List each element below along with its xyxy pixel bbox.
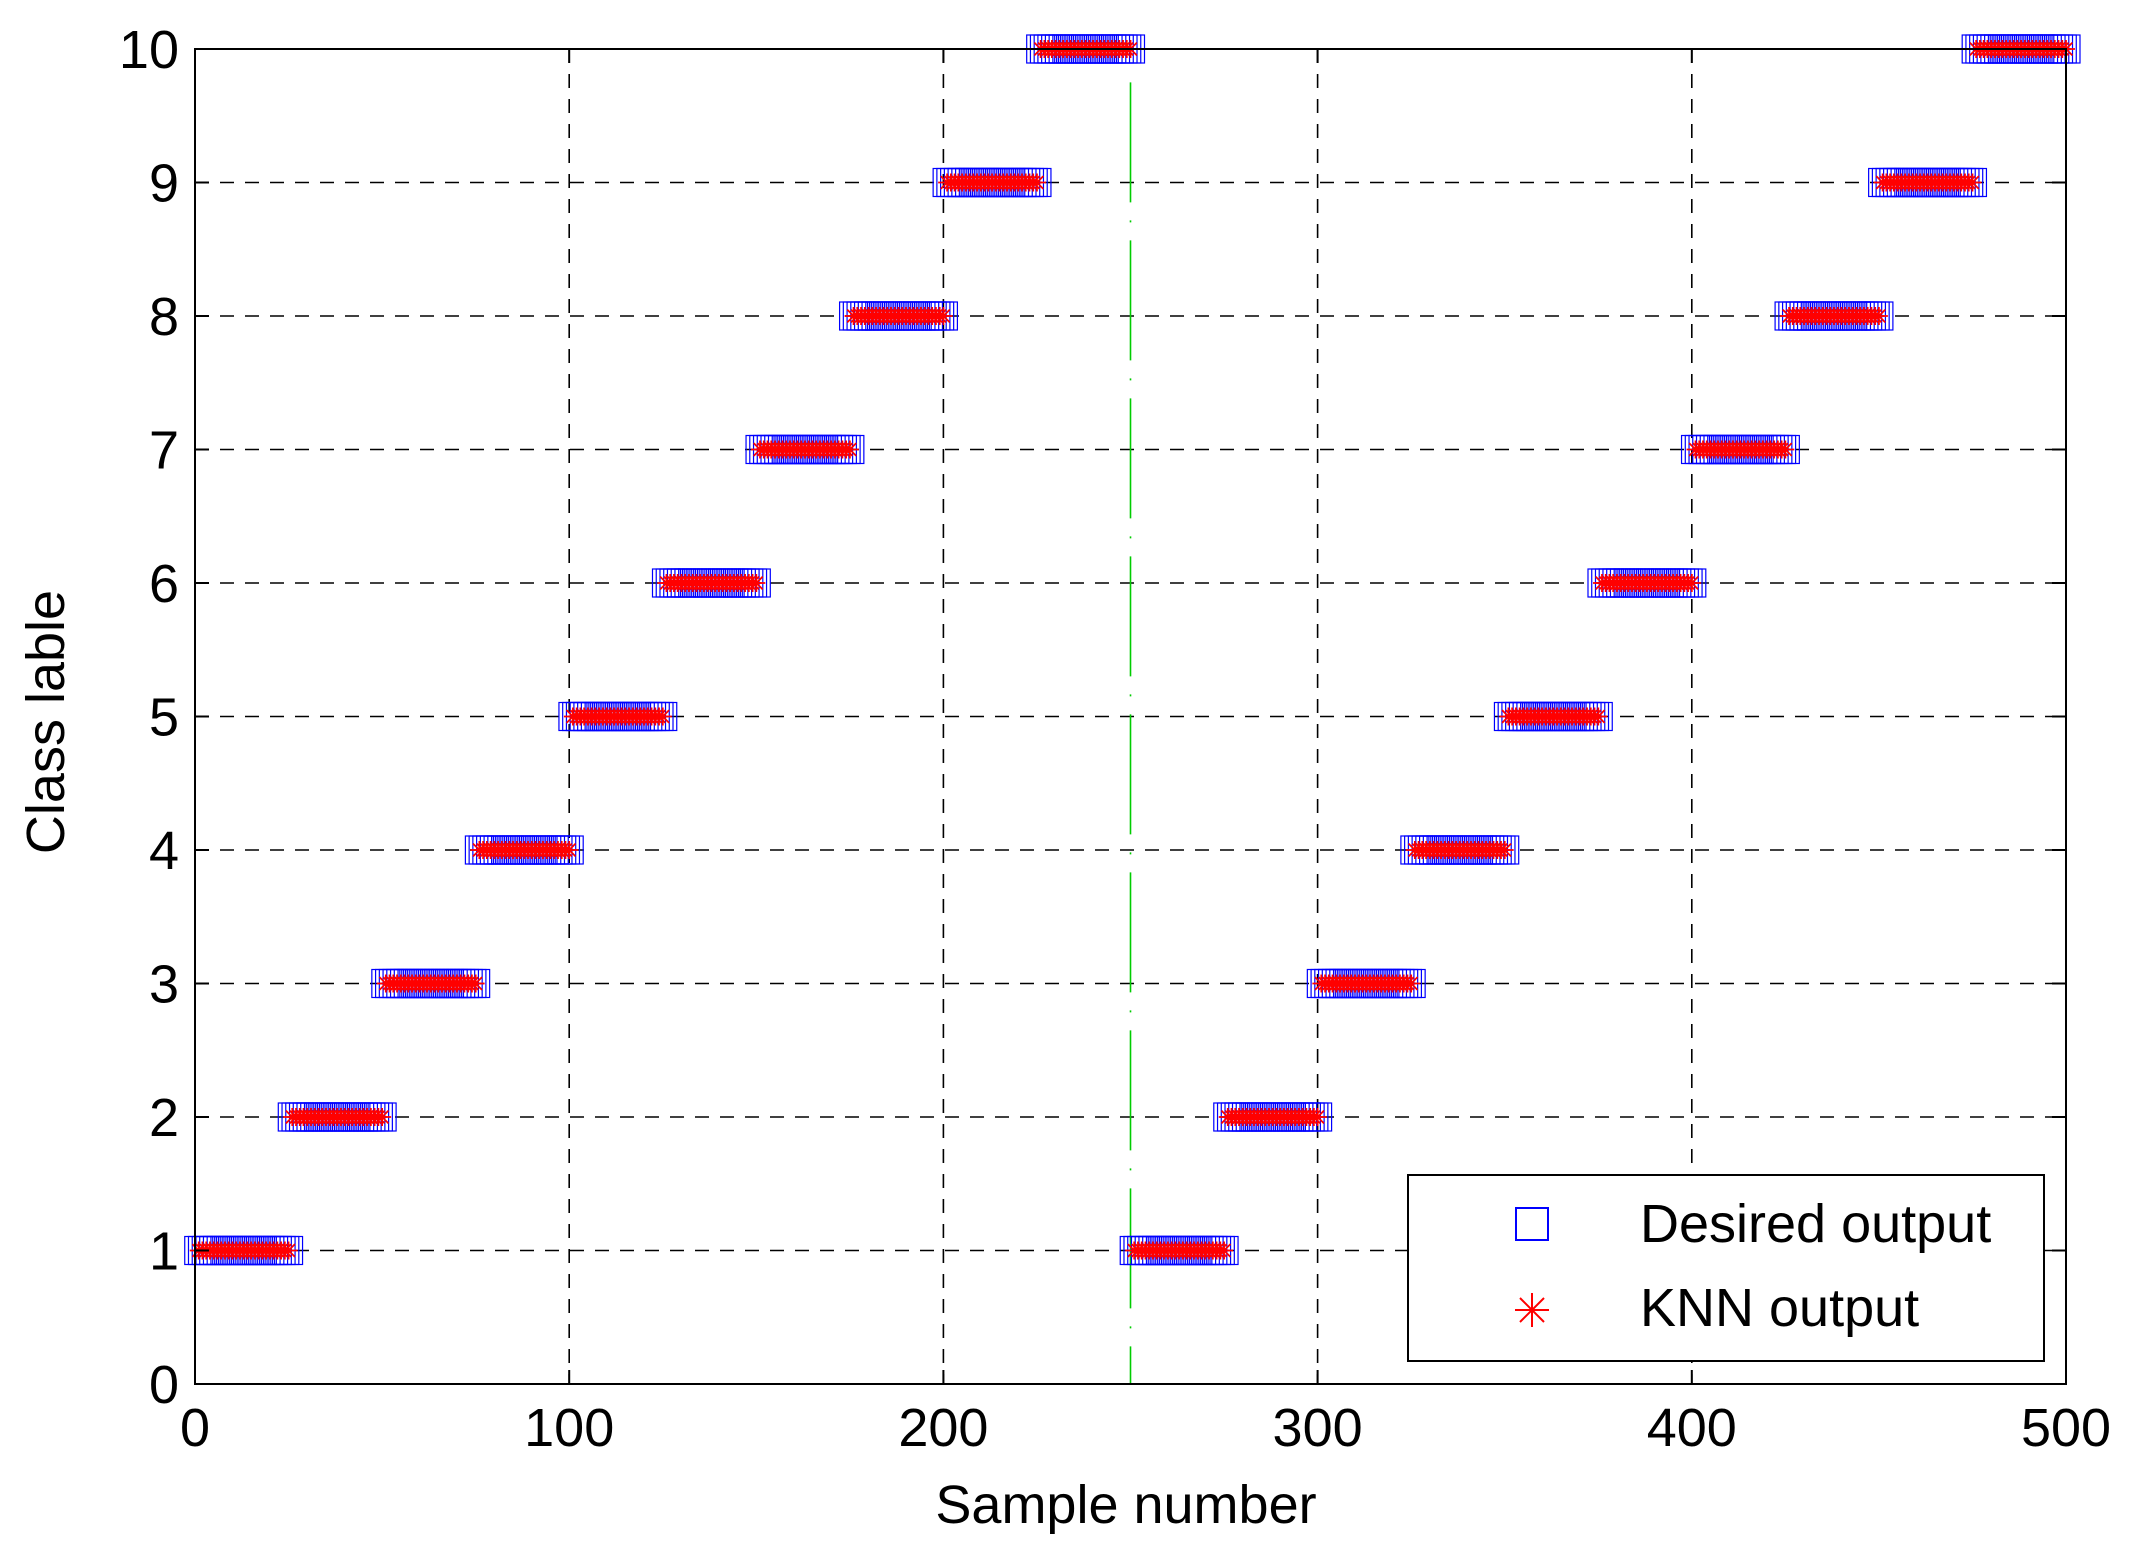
knn-output-point [1402, 974, 1421, 993]
legend-box [1407, 1174, 2045, 1362]
knn-output-point [1215, 1241, 1234, 1260]
knn-output-segment [1873, 173, 1982, 192]
knn-output-point [1682, 574, 1701, 592]
knn-output-point [1963, 173, 1982, 192]
y-tick-label: 7 [149, 421, 179, 481]
ticks-layer: 0 100 200 300 400 500 0 1 2 3 4 5 6 7 8 9 10 [119, 20, 2111, 1458]
x-tick-label: 200 [898, 1398, 988, 1458]
marks-layer [184, 34, 2081, 1266]
knn-output-segment [938, 173, 1046, 192]
knn-output-segment [1499, 707, 1608, 726]
knn-output-segment [751, 440, 859, 459]
x-tick-label: 100 [524, 1398, 614, 1458]
knn-output-point [1776, 440, 1795, 459]
knn-output-point [840, 440, 859, 459]
legend-marker-desired-output [1515, 1207, 1549, 1241]
knn-output-segment [563, 707, 672, 726]
knn-output-segment [283, 1108, 392, 1126]
knn-output-segment [1592, 574, 1701, 592]
knn-output-segment [1686, 440, 1795, 459]
y-tick-label: 9 [149, 154, 179, 214]
knn-output-segment [376, 974, 485, 993]
knn-output-segment [844, 307, 953, 325]
legend-label-knn-output: KNN output [1640, 1278, 1919, 1338]
asterisk-icon [1515, 1293, 1549, 1327]
y-tick-label: 5 [149, 688, 179, 748]
x-tick-label: 0 [180, 1398, 210, 1458]
knn-output-point [466, 974, 485, 993]
knn-output-segment [470, 841, 579, 859]
knn-output-point [653, 707, 672, 726]
knn-output-point [1589, 707, 1608, 726]
knn-output-point [373, 1108, 392, 1126]
legend-marker-knn-output [1515, 1293, 1549, 1327]
y-tick-label: 2 [149, 1088, 179, 1148]
y-tick-label: 10 [119, 20, 179, 80]
knn-output-point [1308, 1108, 1327, 1126]
y-tick-label: 8 [149, 287, 179, 347]
x-tick-label: 500 [2021, 1398, 2111, 1458]
knn-output-point [747, 574, 766, 592]
x-tick-label: 300 [1273, 1398, 1363, 1458]
y-tick-label: 1 [149, 1222, 179, 1282]
knn-output-point [934, 307, 953, 325]
knn-output-segment [1312, 974, 1421, 993]
knn-output-point [279, 1241, 298, 1260]
knn-output-segment [1218, 1108, 1327, 1126]
knn-output-segment [1405, 841, 1514, 859]
legend: Desired output KNN output [1407, 1174, 2045, 1362]
y-tick-label: 0 [149, 1355, 179, 1415]
y-tick-label: 3 [149, 955, 179, 1015]
legend-label-desired-output: Desired output [1640, 1194, 1991, 1254]
knn-output-segment [1125, 1241, 1234, 1260]
knn-output-point [1027, 173, 1046, 192]
knn-output-point [1495, 841, 1514, 859]
x-axis-title: Sample number [935, 1475, 1316, 1535]
knn-output-segment [1780, 307, 1888, 325]
y-tick-label: 6 [149, 554, 179, 614]
knn-output-point [1869, 307, 1888, 325]
x-tick-label: 400 [1647, 1398, 1737, 1458]
y-axis-title: Class lable [16, 590, 76, 854]
y-tick-label: 4 [149, 821, 179, 881]
knn-output-segment [657, 574, 766, 592]
knn-output-point [560, 841, 579, 859]
